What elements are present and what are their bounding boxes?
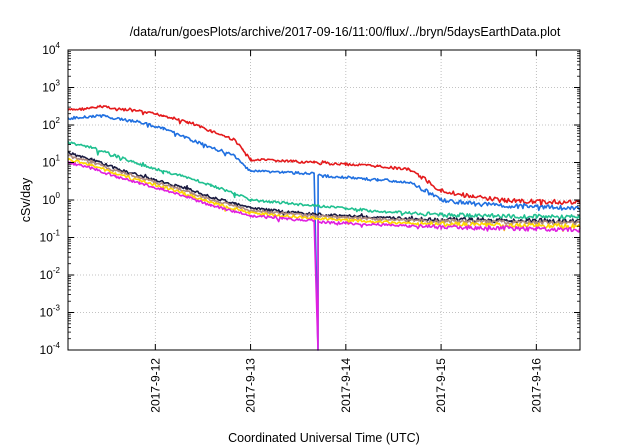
data-series-line: [67, 104, 581, 207]
x-tick-label: 2017-9-16: [529, 358, 543, 413]
y-tick-label: 104: [42, 41, 60, 57]
ticks: [68, 49, 580, 351]
x-axis-label: Coordinated Universal Time (UTC): [228, 431, 420, 445]
data-series-line: [67, 160, 581, 351]
series-layer: [67, 104, 581, 351]
y-tick-label: 103: [42, 79, 60, 95]
y-tick-base: 10: [42, 156, 56, 170]
y-tick-label: 10-4: [40, 341, 61, 357]
data-series-line: [67, 140, 581, 220]
y-tick-base: 10: [42, 118, 56, 132]
y-tick-base: 10: [40, 268, 54, 282]
y-tick-base: 10: [42, 81, 56, 95]
y-tick-label: 102: [42, 116, 60, 132]
y-tick-label: 101: [42, 154, 60, 170]
y-tick-exponent: 1: [56, 154, 61, 163]
y-tick-label: 10-1: [40, 229, 61, 245]
y-tick-exponent: 3: [56, 79, 61, 88]
chart-title: /data/run/goesPlots/archive/2017-09-16/1…: [130, 25, 561, 39]
y-tick-exponent: 0: [56, 191, 61, 200]
y-tick-base: 10: [40, 231, 54, 245]
y-tick-base: 10: [42, 43, 56, 57]
y-tick-label: 10-3: [40, 304, 61, 320]
y-tick-label: 10-2: [40, 266, 61, 282]
y-tick-exponent: -3: [53, 304, 61, 313]
y-tick-base: 10: [40, 343, 54, 357]
x-tick-label: 2017-9-13: [244, 358, 258, 413]
data-series-line: [67, 154, 581, 227]
y-tick-exponent: 2: [56, 116, 61, 125]
y-tick-base: 10: [42, 193, 56, 207]
data-series-line: [67, 114, 581, 351]
x-tick-label: 2017-9-12: [148, 358, 162, 413]
x-tick-label: 2017-9-14: [339, 358, 353, 413]
x-tick-labels: 2017-9-12 2017-9-13 2017-9-14 2017-9-15 2017…: [148, 358, 543, 413]
y-tick-label: 100: [42, 191, 60, 207]
y-tick-base: 10: [40, 306, 54, 320]
y-tick-exponent: -4: [53, 341, 61, 350]
data-series-line: [67, 157, 581, 232]
x-tick-label: 2017-9-15: [434, 358, 448, 413]
y-tick-exponent: -1: [53, 229, 61, 238]
y-axis-label: cSv/day: [19, 177, 33, 222]
y-tick-exponent: -2: [53, 266, 61, 275]
y-tick-exponent: 4: [56, 41, 61, 50]
